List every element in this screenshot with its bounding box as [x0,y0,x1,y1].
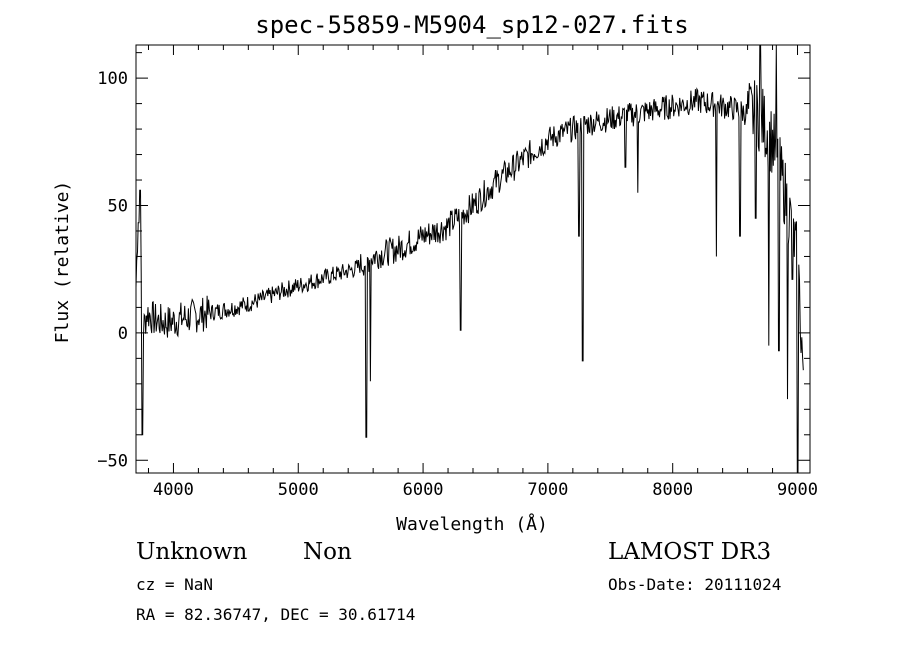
y-tick-label: 100 [97,69,128,89]
axis-tick-labels: 4000 5000 6000 7000 8000 9000 −50 0 50 100 [97,69,818,500]
ra-dec-coords: RA = 82.36747, DEC = 30.61714 [136,605,415,624]
y-axis-label: Flux (relative) [52,181,73,344]
x-tick-label: 9000 [777,480,818,500]
axis-ticks [136,45,810,473]
x-tick-label: 8000 [652,480,693,500]
x-tick-label: 4000 [153,480,194,500]
y-tick-label: 0 [118,324,128,344]
chart-title: spec-55859-M5904_sp12-027.fits [255,11,688,39]
object-subclass: Non [303,539,352,565]
survey-name: LAMOST DR3 [608,539,771,565]
object-class: Unknown [136,539,247,565]
x-tick-label: 7000 [527,480,568,500]
y-tick-label: 50 [108,197,128,217]
obs-date: Obs-Date: 20111024 [608,575,781,594]
spectrum-line [135,44,804,474]
y-tick-label: −50 [97,451,128,471]
x-tick-label: 6000 [403,480,444,500]
x-tick-label: 5000 [278,480,319,500]
x-axis-label: Wavelength (Å) [396,513,548,535]
cz-value: cz = NaN [136,575,213,594]
